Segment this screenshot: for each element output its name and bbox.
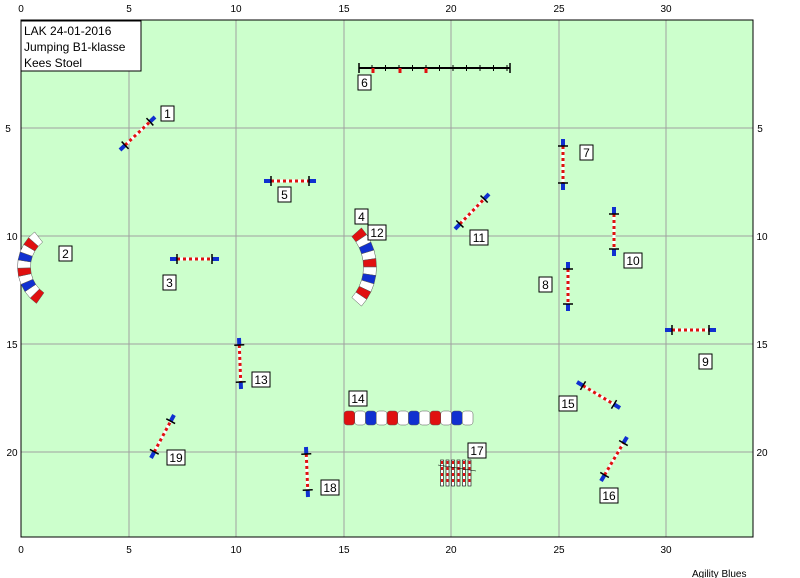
obstacle-number: 6	[357, 74, 372, 91]
obstacle-number: 18	[320, 479, 340, 496]
svg-text:13: 13	[254, 373, 268, 387]
obstacle-number: 10	[623, 252, 643, 269]
obstacle-number: 14	[348, 390, 368, 407]
obstacle-number: 16	[599, 487, 619, 504]
y-tick-label: 20	[756, 448, 768, 459]
y-tick-label: 15	[756, 340, 768, 351]
y-tick-label: 10	[6, 232, 18, 243]
obstacle-number: 5	[277, 186, 292, 203]
weave-obstacle	[437, 459, 477, 487]
obstacle-number: 4	[354, 208, 369, 225]
x-tick-label: 20	[445, 4, 457, 15]
obstacle-number: 9	[698, 353, 713, 370]
svg-text:2: 2	[62, 247, 69, 261]
jump-obstacle	[453, 192, 491, 231]
course-info-box: LAK 24-01-2016 Jumping B1-klasse Kees St…	[20, 20, 142, 72]
dogwalk-obstacle	[358, 63, 511, 73]
field-area	[20, 19, 754, 538]
obstacle-number: 3	[162, 274, 177, 291]
y-tick-label: 5	[5, 124, 11, 135]
x-tick-label: 25	[553, 4, 565, 15]
y-tick-label: 15	[6, 340, 18, 351]
obstacle-number: 15	[558, 395, 578, 412]
x-tick-label: 10	[230, 545, 242, 556]
software-credit: Agility Blues	[692, 569, 746, 578]
svg-text:18: 18	[323, 481, 337, 495]
svg-text:19: 19	[169, 451, 183, 465]
y-axis-right: 5 10 15 20	[756, 124, 768, 459]
obstacle-shapes	[17, 63, 716, 498]
jump-obstacle	[599, 435, 629, 483]
jump-obstacle	[170, 254, 219, 264]
obstacle-number: 17	[467, 442, 487, 459]
obstacle-number: 7	[579, 144, 594, 161]
x-tick-label: 0	[18, 4, 24, 15]
svg-text:12: 12	[370, 226, 384, 240]
jump-obstacle	[149, 414, 176, 459]
y-tick-label: 5	[757, 124, 763, 135]
jump-obstacle	[301, 446, 313, 498]
x-tick-label: 20	[445, 545, 457, 556]
tunnel-obstacle	[343, 410, 474, 426]
svg-text:4: 4	[358, 210, 365, 224]
svg-text:15: 15	[561, 397, 575, 411]
jump-obstacle	[575, 380, 622, 410]
svg-text:7: 7	[583, 146, 590, 160]
jump-obstacle	[118, 115, 157, 152]
svg-text:16: 16	[602, 489, 616, 503]
x-tick-label: 25	[553, 545, 565, 556]
x-tick-label: 0	[18, 545, 24, 556]
x-tick-label: 30	[660, 545, 672, 556]
obstacle-number: 8	[538, 276, 553, 293]
svg-text:17: 17	[470, 444, 484, 458]
x-axis-top: 0 5 10 15 20 25 30	[18, 4, 672, 15]
y-tick-label: 10	[756, 232, 768, 243]
x-tick-label: 15	[338, 4, 350, 15]
svg-text:3: 3	[166, 276, 173, 290]
obstacle-number: 2	[58, 245, 73, 262]
jump-obstacle	[234, 337, 246, 390]
x-tick-label: 10	[230, 4, 242, 15]
svg-text:9: 9	[702, 355, 709, 369]
obstacle-number: 12	[367, 224, 387, 241]
x-tick-label: 5	[126, 545, 132, 556]
svg-text:14: 14	[351, 392, 365, 406]
x-tick-label: 5	[126, 4, 132, 15]
svg-text:8: 8	[542, 278, 549, 292]
obstacle-number: 1	[160, 105, 175, 122]
svg-text:5: 5	[281, 188, 288, 202]
x-tick-label: 30	[660, 4, 672, 15]
svg-text:10: 10	[626, 254, 640, 268]
jump-obstacle	[563, 262, 573, 311]
svg-text:11: 11	[473, 231, 486, 245]
jump-obstacle	[665, 325, 716, 335]
judge-name: Kees Stoel	[24, 56, 82, 70]
tunnel-obstacle	[17, 231, 45, 304]
obstacle-number: 13	[251, 371, 271, 388]
y-tick-label: 20	[6, 448, 18, 459]
obstacle-number: 11	[469, 229, 489, 246]
x-axis-bottom: 0 5 10 15 20 25 30	[18, 545, 672, 556]
y-axis-left: 5 10 15 20	[5, 124, 18, 459]
svg-text:1: 1	[164, 107, 171, 121]
tunnel-obstacle	[351, 227, 377, 307]
jump-obstacle	[264, 176, 316, 186]
obstacle-number: 19	[166, 449, 186, 466]
class-name: Jumping B1-klasse	[24, 40, 126, 54]
jump-obstacle	[609, 207, 619, 256]
x-tick-label: 15	[338, 545, 350, 556]
jump-obstacle	[558, 139, 568, 190]
svg-text:6: 6	[361, 76, 368, 90]
competition-title: LAK 24-01-2016	[24, 24, 112, 38]
